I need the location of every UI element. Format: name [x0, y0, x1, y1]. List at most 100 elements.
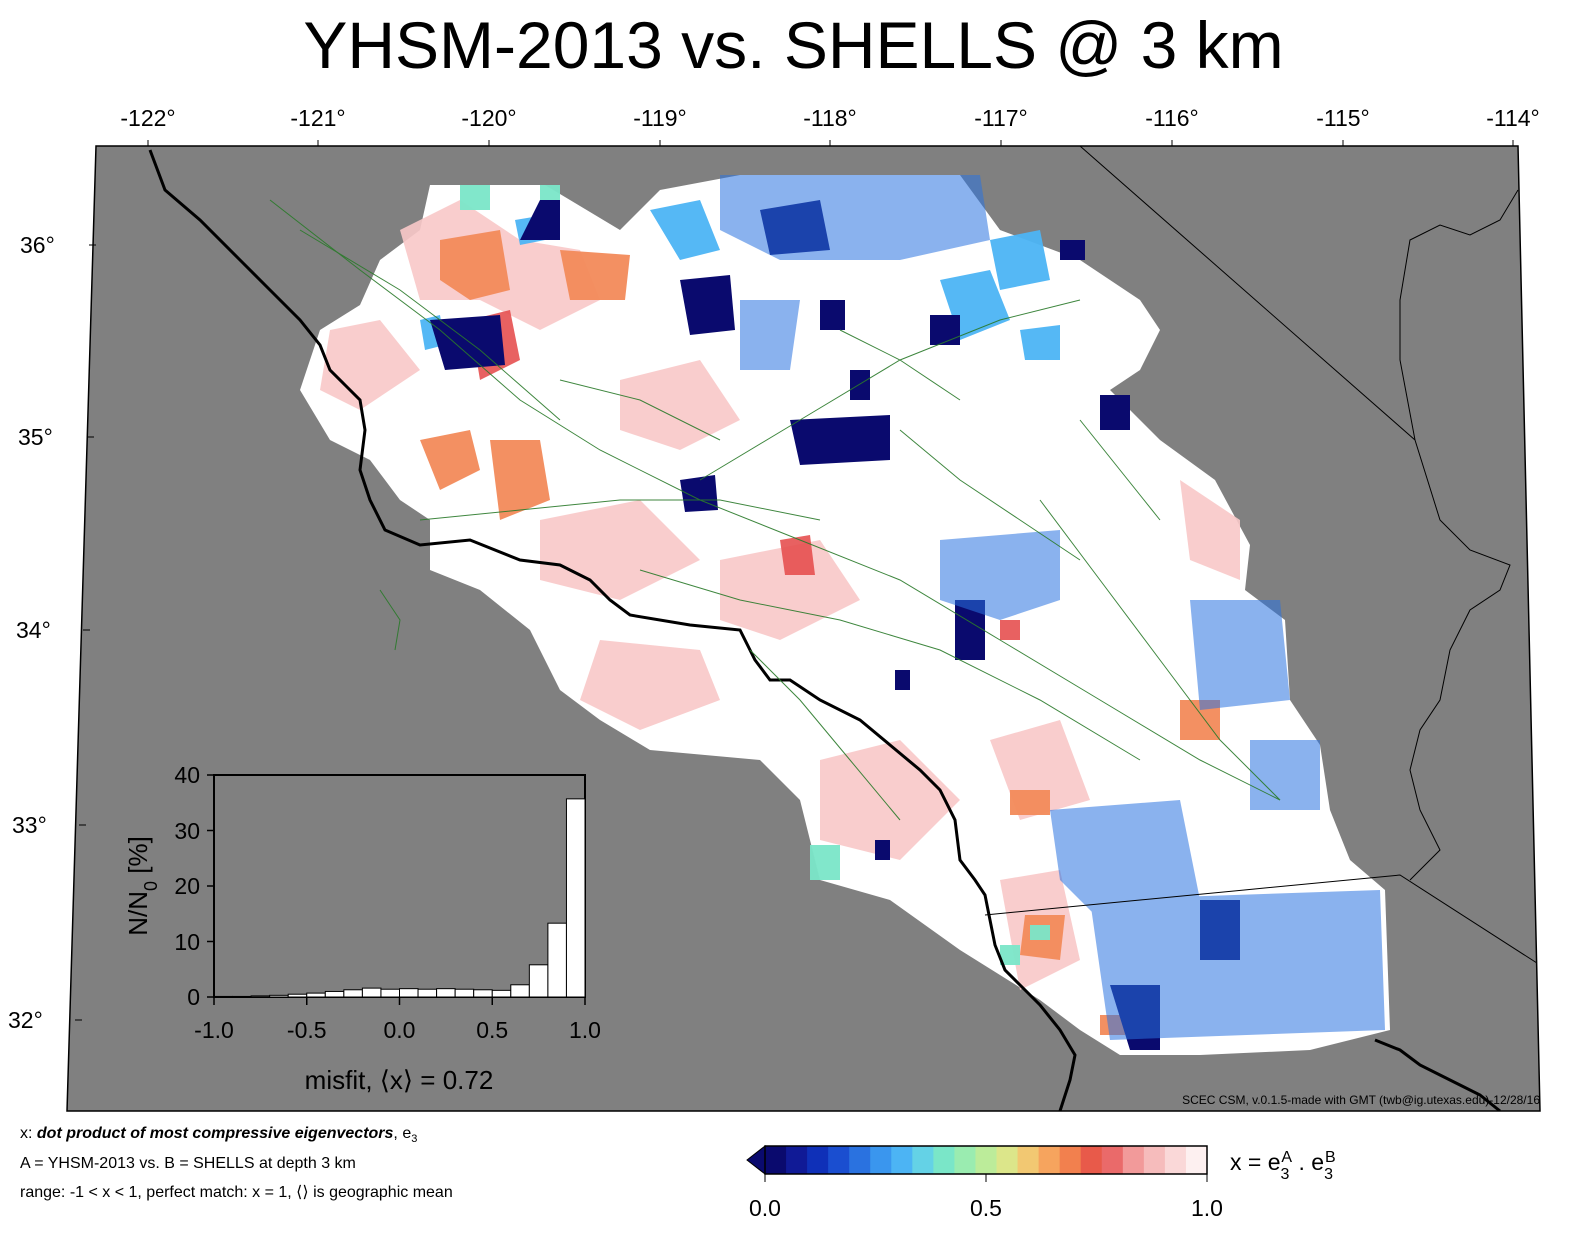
colorbar-swatch [1164, 1146, 1187, 1174]
colorbar-swatch [828, 1146, 850, 1174]
lat-label: 35° [18, 424, 53, 450]
colorbar-swatch [807, 1146, 829, 1174]
longitude-labels: -122° -121° -120° -119° -118° -117° -116… [120, 105, 1539, 131]
coastline-gulf [1374, 1038, 1501, 1111]
histogram-bar [361, 987, 382, 998]
coastline [148, 149, 1077, 1111]
histogram-bar [250, 995, 271, 998]
footnote-suffix: , e [393, 1125, 412, 1142]
histogram-bar [343, 989, 363, 998]
histogram-bar [491, 989, 512, 998]
lat-label: 34° [16, 617, 51, 643]
histogram-bar [528, 964, 549, 998]
histogram-bar [380, 988, 401, 998]
colorbar: 0.0 0.5 1.0 x = e3A . e3B [746, 1144, 1336, 1221]
colorbar-swatch [891, 1146, 913, 1174]
lat-label: 32° [8, 1007, 43, 1033]
footnote-prefix: x: [20, 1125, 37, 1142]
inset-x-tick-label: 0.5 [476, 1017, 508, 1043]
histogram-bar [324, 990, 345, 998]
inset-y-tick-label: 30 [174, 818, 200, 844]
histogram-bars [213, 798, 586, 998]
histogram-bar [454, 988, 475, 998]
inset-x-tick-label: -0.5 [287, 1017, 327, 1043]
colorbar-swatch [849, 1146, 871, 1174]
histogram-bar [473, 989, 493, 998]
lon-label: -116° [1145, 105, 1199, 131]
colorbar-swatch [1080, 1146, 1103, 1174]
inset-y-axis-title: N/N0 [%] [123, 836, 161, 936]
inset-x-tick-label: 1.0 [569, 1017, 601, 1043]
histogram-bar [232, 995, 252, 998]
inset-y-tick-label: 40 [174, 762, 200, 788]
colorbar-swatch [1101, 1146, 1124, 1174]
histogram-bar [547, 922, 567, 998]
colorbar-swatch [870, 1146, 892, 1174]
colorbar-swatch [1038, 1146, 1061, 1174]
lat-label: 36° [20, 232, 55, 258]
histogram-bar [213, 995, 234, 998]
colorbar-swatch [912, 1146, 934, 1174]
colorbar-swatch [996, 1146, 1019, 1174]
lat-label: 33° [12, 812, 47, 838]
colorbar-swatch [1059, 1146, 1082, 1174]
state-boundary-ca-nv [1079, 146, 1416, 441]
fault-traces [269, 199, 1281, 821]
histogram-bar [565, 798, 586, 998]
histogram-bar [306, 992, 326, 998]
lon-label: -115° [1316, 105, 1370, 131]
footnote-line-1: x: dot product of most compressive eigen… [20, 1124, 417, 1149]
state-boundary-colorado-river [1399, 189, 1519, 881]
lon-label: -122° [120, 105, 175, 131]
colorbar-max-label: 1.0 [1191, 1195, 1223, 1221]
latitude-labels: 36° 35° 34° 33° 32° [8, 232, 55, 1033]
international-border [984, 874, 1540, 966]
lon-label: -119° [633, 105, 687, 131]
colorbar-underflow-triangle [746, 1144, 766, 1176]
lon-label: -118° [803, 105, 857, 131]
lon-label: -121° [290, 105, 345, 131]
colorbar-swatch [765, 1146, 787, 1174]
inset-x-tick-label: -1.0 [194, 1017, 234, 1043]
colorbar-swatch [975, 1146, 998, 1174]
colorbar-swatch [1017, 1146, 1040, 1174]
histogram-bar [287, 993, 308, 998]
frame-ticks [75, 140, 1514, 1021]
histogram-bar [399, 988, 419, 998]
colorbar-swatch [954, 1146, 976, 1174]
inset-histogram: 0 10 20 30 40 -1.0 -0.5 0.0 0.5 1.0 N/N0… [123, 762, 601, 1095]
credit-text: SCEC CSM, v.0.1.5-made with GMT (twb@ig.… [1182, 1093, 1540, 1107]
inset-y-tick-label: 0 [187, 984, 200, 1010]
lon-label: -120° [461, 105, 516, 131]
lon-label: -114° [1486, 105, 1540, 131]
footnote-emphasis: dot product of most compressive eigenvec… [36, 1125, 394, 1142]
map-content [148, 146, 1540, 1111]
inset-y-tick-label: 10 [174, 929, 200, 955]
colorbar-formula: x = e3A . e3B [1230, 1149, 1336, 1183]
histogram-bar [436, 988, 456, 998]
colorbar-swatch [1185, 1146, 1208, 1174]
mixed-blue-areas [720, 175, 1385, 1040]
colorbar-swatch [1122, 1146, 1145, 1174]
colorbar-swatch [1143, 1146, 1166, 1174]
inset-y-ticks [207, 774, 586, 1005]
colorbar-mid-label: 0.5 [970, 1195, 1002, 1221]
colorbar-min-label: 0.0 [749, 1195, 781, 1221]
colorbar-swatch [786, 1146, 808, 1174]
inset-y-tick-label: 20 [174, 873, 200, 899]
page-title: YHSM-2013 vs. SHELLS @ 3 km [303, 8, 1284, 82]
histogram-bar [417, 988, 438, 998]
inset-plot-area [213, 774, 586, 998]
colorbar-swatch [933, 1146, 955, 1174]
footnote-line-2: A = YHSM-2013 vs. B = SHELLS at depth 3 … [20, 1155, 356, 1172]
histogram-bar [510, 984, 530, 998]
histogram-bar [269, 994, 289, 998]
inset-x-axis-title: misfit, ⟨x⟩ = 0.72 [305, 1065, 494, 1095]
colorbar-swatches [765, 1146, 1208, 1174]
lon-label: -117° [974, 105, 1028, 131]
footnote-subscript: 3 [411, 1133, 418, 1146]
inset-x-tick-label: 0.0 [384, 1017, 416, 1043]
colorbar-ticks [764, 1174, 1208, 1182]
footnote-line-3: range: -1 < x < 1, perfect match: x = 1,… [20, 1184, 453, 1201]
